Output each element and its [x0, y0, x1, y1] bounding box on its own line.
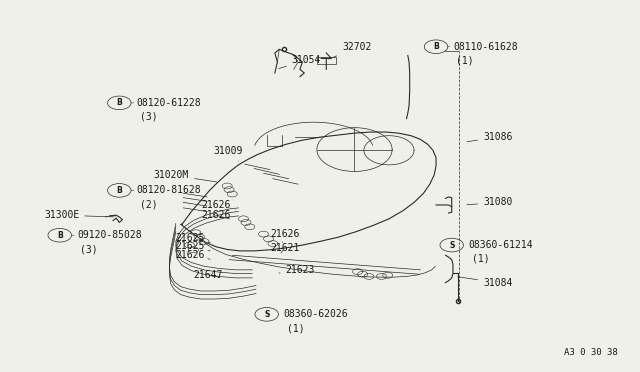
Text: 21621: 21621	[270, 243, 299, 253]
Text: S: S	[449, 241, 454, 250]
Text: (3): (3)	[81, 244, 98, 254]
Text: (2): (2)	[140, 199, 157, 209]
Text: A3 0 30 38: A3 0 30 38	[564, 348, 618, 357]
Text: 21626: 21626	[176, 250, 211, 260]
Text: 08360-62026: 08360-62026	[284, 310, 348, 319]
Text: (1): (1)	[472, 254, 490, 264]
Text: 21623: 21623	[279, 265, 315, 275]
Text: 21625: 21625	[176, 241, 211, 251]
Text: 32702: 32702	[329, 42, 371, 59]
Text: 21625: 21625	[176, 233, 211, 243]
Text: (1): (1)	[287, 323, 305, 333]
Text: 08360-61214: 08360-61214	[468, 240, 533, 250]
Text: 31054: 31054	[279, 55, 321, 68]
Text: B: B	[116, 98, 122, 108]
Text: 31300E: 31300E	[44, 210, 113, 220]
Text: S: S	[264, 310, 269, 319]
Text: B: B	[116, 186, 122, 195]
Text: 31084: 31084	[458, 277, 513, 288]
Text: 21626: 21626	[201, 200, 236, 210]
Bar	[317, 57, 336, 64]
Text: 31020M: 31020M	[154, 170, 217, 182]
Text: 31009: 31009	[213, 146, 243, 161]
Text: 31080: 31080	[467, 198, 513, 208]
Text: 21626: 21626	[201, 210, 230, 220]
Text: 08120-61228: 08120-61228	[137, 98, 202, 108]
Text: 08110-61628: 08110-61628	[453, 42, 518, 52]
Text: B: B	[57, 231, 63, 240]
Text: 09120-85028: 09120-85028	[77, 230, 142, 240]
Text: 21626: 21626	[270, 229, 299, 243]
Text: (1): (1)	[456, 55, 474, 65]
Text: 21647: 21647	[193, 270, 223, 280]
Text: B: B	[433, 42, 439, 51]
Text: 31086: 31086	[467, 132, 513, 142]
Text: (3): (3)	[140, 112, 157, 122]
Text: 08120-81628: 08120-81628	[137, 185, 202, 195]
